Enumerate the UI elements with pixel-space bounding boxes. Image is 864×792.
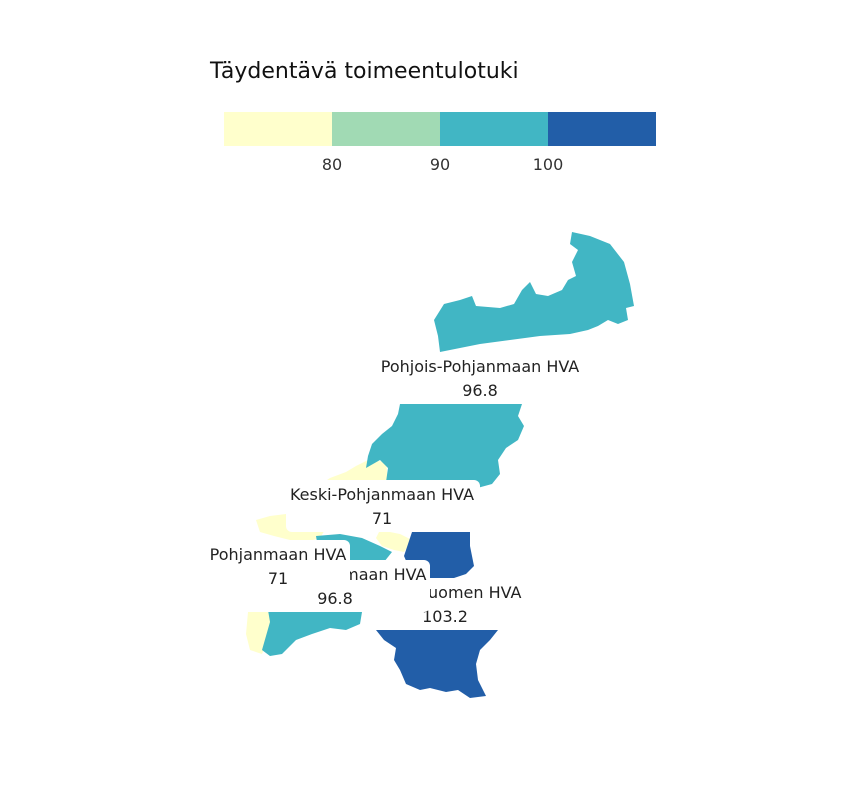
legend-swatch-3 <box>440 112 548 146</box>
region-pohjois-pohjanmaa[interactable] <box>434 232 634 352</box>
region-value-keski-suomi: 103.2 <box>422 607 468 626</box>
region-value-pohjois-pohjanmaa: 96.8 <box>462 381 498 400</box>
legend-swatch-4 <box>548 112 656 146</box>
label-bg-keski-pohjanmaa <box>286 480 480 532</box>
region-pohjanmaa[interactable] <box>246 514 326 654</box>
region-name-pohjois-pohjanmaa: Pohjois-Pohjanmaan HVA <box>381 357 580 376</box>
legend: Täydentävä toimeentulotuki 80 90 100 <box>209 59 656 174</box>
region-labels: Pohjois-Pohjanmaan HVA 96.8 Keski-Pohjan… <box>206 352 584 630</box>
legend-tick-100: 100 <box>533 155 564 174</box>
label-bg-pohjanmaa <box>206 540 350 592</box>
legend-title: Täydentävä toimeentulotuki <box>209 59 519 84</box>
legend-swatch-1 <box>224 112 332 146</box>
region-value-keski-pohjanmaa: 71 <box>372 509 392 528</box>
legend-tick-90: 90 <box>430 155 450 174</box>
label-bg-pohjois-pohjanmaa <box>376 352 584 404</box>
regions <box>246 232 634 698</box>
region-value-etela-pohjanmaa: 96.8 <box>317 589 353 608</box>
region-etela-pohjanmaa-south[interactable] <box>262 610 362 656</box>
region-etela-pohjanmaa[interactable] <box>366 404 524 500</box>
region-keski-suomi-south[interactable] <box>376 630 498 698</box>
region-value-pohjanmaa: 71 <box>268 569 288 588</box>
legend-swatch-2 <box>332 112 440 146</box>
legend-tick-80: 80 <box>322 155 342 174</box>
region-name-pohjanmaa: Pohjanmaan HVA <box>210 545 347 564</box>
region-name-keski-pohjanmaa: Keski-Pohjanmaan HVA <box>290 485 474 504</box>
